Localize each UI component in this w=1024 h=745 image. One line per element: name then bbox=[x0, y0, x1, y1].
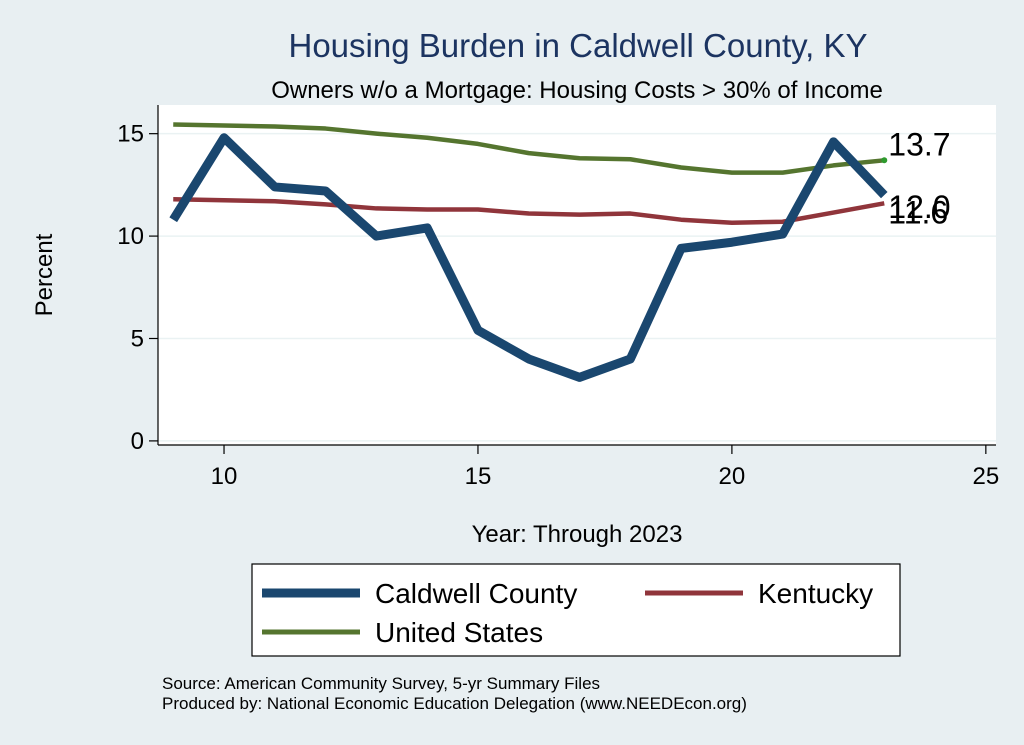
series-lines bbox=[169, 122, 888, 382]
axes bbox=[157, 105, 996, 446]
y-tick-label-0: 0 bbox=[131, 428, 144, 455]
series-line-united-states bbox=[173, 122, 885, 175]
x-tick-label-25: 25 bbox=[972, 463, 999, 490]
end-label-caldwell-county: 12.0 bbox=[888, 189, 950, 225]
legend-label-caldwell-county: Caldwell County bbox=[375, 578, 577, 609]
chart-subtitle: Owners w/o a Mortgage: Housing Costs > 3… bbox=[271, 77, 883, 104]
y-ticks: 0 5 10 15 bbox=[117, 121, 158, 455]
x-axis-label: Year: Through 2023 bbox=[472, 521, 683, 548]
end-label-united-states: 13.7 bbox=[888, 126, 950, 162]
legend-label-united-states: United States bbox=[375, 617, 543, 648]
end-marker-united-states bbox=[881, 157, 888, 164]
x-tick-label-20: 20 bbox=[719, 463, 746, 490]
legend-label-kentucky: Kentucky bbox=[758, 578, 873, 609]
y-tick-label-5: 5 bbox=[131, 325, 144, 352]
gridlines bbox=[158, 132, 996, 442]
y-tick-label-15: 15 bbox=[117, 121, 144, 148]
producer-line: Produced by: National Economic Education… bbox=[162, 694, 747, 713]
chart-title: Housing Burden in Caldwell County, KY bbox=[288, 27, 867, 64]
legend-box bbox=[251, 563, 901, 657]
x-ticks: 10 15 20 25 bbox=[211, 445, 999, 490]
series-line-kentucky bbox=[173, 196, 885, 226]
x-tick-label-10: 10 bbox=[211, 463, 238, 490]
x-tick-label-15: 15 bbox=[465, 463, 492, 490]
end-labels: 12.011.6 13.7 bbox=[888, 126, 950, 230]
series-line-caldwell-county bbox=[169, 133, 888, 382]
end-label-kentucky: 11.6 bbox=[888, 194, 948, 230]
y-axis-label: Percent bbox=[31, 233, 58, 316]
y-tick-label-10: 10 bbox=[117, 223, 144, 250]
source-line: Source: American Community Survey, 5-yr … bbox=[162, 674, 600, 693]
legend: Caldwell County Kentucky United States bbox=[251, 563, 901, 657]
